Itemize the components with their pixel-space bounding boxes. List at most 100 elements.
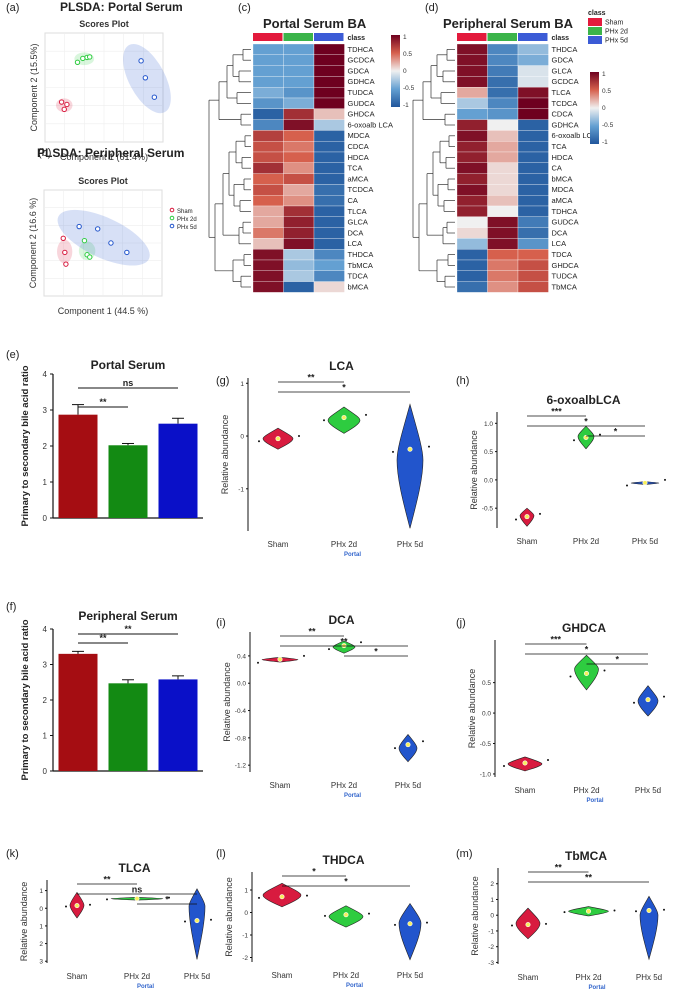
color-scale-tick: -0.5: [403, 85, 415, 92]
data-point: [257, 661, 259, 664]
y-tick-label: -0.4: [235, 708, 247, 715]
x-tick-label: PHx 5d: [397, 540, 423, 549]
y-tick-label: 1: [43, 478, 48, 487]
color-scale-tick: 1: [403, 34, 407, 41]
median-marker: [645, 697, 651, 703]
data-point: [626, 484, 628, 487]
heatmap-cell: [517, 281, 549, 293]
heatmap-row-label: GLCA: [552, 66, 572, 75]
heatmap-cell: [487, 205, 519, 217]
x-axis-sublabel: Portal: [589, 985, 606, 989]
heatmap-cell: [517, 227, 549, 239]
heatmap-cell: [517, 270, 549, 282]
heatmap-row-label: GDCA: [348, 66, 370, 75]
heatmap-row-label: GDHCA: [348, 77, 375, 86]
heatmap-cell: [313, 65, 345, 77]
heatmap-cell: [487, 281, 519, 293]
significance-label: *: [374, 647, 378, 657]
heatmap-row-label: TDHCA: [552, 207, 578, 216]
heatmap-row-label: GCDCA: [552, 77, 579, 86]
heatmap-row-label: GLCA: [348, 218, 368, 227]
heatmap-cell: [283, 195, 315, 207]
panel-letter-c: (c): [238, 2, 251, 14]
class-bar-cell: [283, 33, 313, 41]
color-scale-tick: 0: [403, 68, 407, 75]
x-tick-label: PHx 2d: [333, 971, 359, 980]
data-point: [106, 898, 108, 901]
heatmap-cell: [283, 65, 315, 77]
panel-letter-e: (e): [6, 349, 19, 361]
median-marker: [583, 670, 589, 676]
heatmap-cell: [313, 43, 345, 55]
violin-phx5d: [396, 403, 424, 529]
heatmap-cell: [313, 259, 345, 271]
heatmap-row-label: aMCA: [552, 196, 573, 205]
class-legend-title: class: [588, 10, 606, 17]
significance-label: **: [555, 863, 563, 873]
heatmap-cell: [283, 249, 315, 261]
x-tick-label: PHx 5d: [635, 786, 661, 795]
heatmap-cell: [313, 87, 345, 99]
data-point: [503, 765, 505, 768]
y-tick-label: 3: [39, 959, 43, 966]
heatmap-cell: [252, 259, 284, 271]
significance-label: *: [585, 645, 589, 655]
data-point: [511, 924, 513, 927]
heatmap-cell: [313, 270, 345, 282]
heatmap-cell: [487, 141, 519, 153]
heatmap-cell: [456, 216, 488, 228]
data-point: [258, 896, 260, 899]
heatmap-cell: [517, 43, 549, 55]
heatmap-cell: [313, 76, 345, 88]
median-marker: [407, 446, 413, 452]
median-marker: [525, 922, 531, 928]
data-point: [573, 439, 575, 442]
class-bar-cell: [314, 33, 344, 41]
heatmap-cell: [487, 65, 519, 77]
bar-phx2d: [108, 445, 148, 518]
heatmap-row-label: CA: [552, 164, 562, 173]
heatmap-row-label: TCDCA: [552, 99, 578, 108]
y-axis-label-i: Relative abundance: [222, 662, 232, 742]
class-bar-cell: [487, 33, 517, 41]
score-point: [76, 223, 82, 230]
plot-subtitle-b: Scores Plot: [78, 176, 128, 186]
x-tick-label: PHx 5d: [397, 971, 423, 980]
heatmap-cell: [487, 97, 519, 109]
heatmap-cell: [252, 108, 284, 120]
data-point: [65, 905, 67, 908]
data-point: [635, 910, 637, 913]
heatmap-cell: [252, 54, 284, 66]
data-point: [306, 894, 308, 897]
heatmap-cell: [283, 238, 315, 250]
score-point: [142, 75, 149, 81]
data-point: [545, 922, 547, 925]
y-tick-label: -1.2: [235, 763, 247, 770]
significance-label: *: [614, 427, 618, 437]
heatmap-cell: [517, 76, 549, 88]
heatmap-row-label: GDHCA: [552, 120, 579, 129]
heatmap-cell: [283, 162, 315, 174]
bar-title-f: Peripheral Serum: [78, 609, 177, 623]
heatmap-cell: [252, 43, 284, 55]
legend-marker: [169, 215, 175, 221]
panel-letter-h: (h): [456, 375, 469, 387]
y-tick-label: -1: [238, 486, 244, 493]
class-bar-cell: [518, 33, 548, 41]
heatmap-cell: [517, 216, 549, 228]
heatmap-cell: [456, 54, 488, 66]
score-point: [61, 106, 67, 113]
violin-title-l: THDCA: [323, 853, 365, 867]
violin-title-h: 6-oxoalbLCA: [546, 393, 620, 407]
x-tick-label: Sham: [272, 971, 293, 980]
heatmap-cell: [252, 162, 284, 174]
data-point: [365, 413, 367, 416]
y-tick-label: 1: [244, 888, 248, 895]
data-point: [258, 440, 260, 443]
heatmap-cell: [313, 216, 345, 228]
heatmap-cell: [252, 249, 284, 261]
data-point: [539, 512, 541, 515]
heatmap-cell: [283, 97, 315, 109]
y-tick-label: 0.0: [482, 711, 491, 718]
